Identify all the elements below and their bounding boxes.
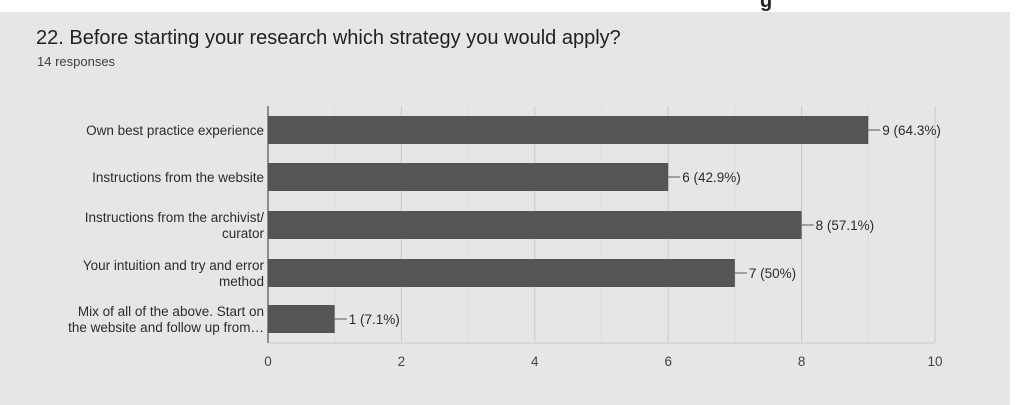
category-label: Your intuition and try and error method (83, 258, 265, 289)
x-tick-label: 4 (531, 354, 539, 369)
bar-chart: 0 2 4 6 8 10 9 (64.3%) Own best practice experi… (68, 106, 943, 369)
data-label: 9 (64.3%) (882, 123, 941, 138)
bar (268, 259, 735, 287)
category-label: Instructions from the archivist/curator (85, 210, 265, 241)
cropped-heading-fragment: g (0, 0, 1029, 12)
category-label: Mix of all of the above. Start on the web… (68, 304, 264, 335)
x-tick-label: 10 (927, 354, 942, 369)
bar (268, 211, 802, 239)
data-label: 1 (7.1%) (349, 312, 400, 327)
bar (268, 305, 335, 333)
data-label: 6 (42.9%) (682, 170, 741, 185)
x-tick-label: 6 (664, 354, 672, 369)
x-tick-label: 8 (798, 354, 806, 369)
category-label: Own best practice experience (86, 123, 264, 138)
bar (268, 116, 869, 144)
x-tick-label: 2 (398, 354, 406, 369)
chart-title: 22. Before starting your research which … (36, 27, 621, 49)
x-tick-label: 0 (264, 354, 272, 369)
response-count: 14 responses (37, 54, 116, 69)
bar (268, 163, 669, 191)
data-label: 7 (50%) (749, 266, 796, 281)
chart-card (0, 12, 1010, 405)
data-label: 8 (57.1%) (816, 218, 875, 233)
category-label: Instructions from the website (92, 170, 264, 185)
